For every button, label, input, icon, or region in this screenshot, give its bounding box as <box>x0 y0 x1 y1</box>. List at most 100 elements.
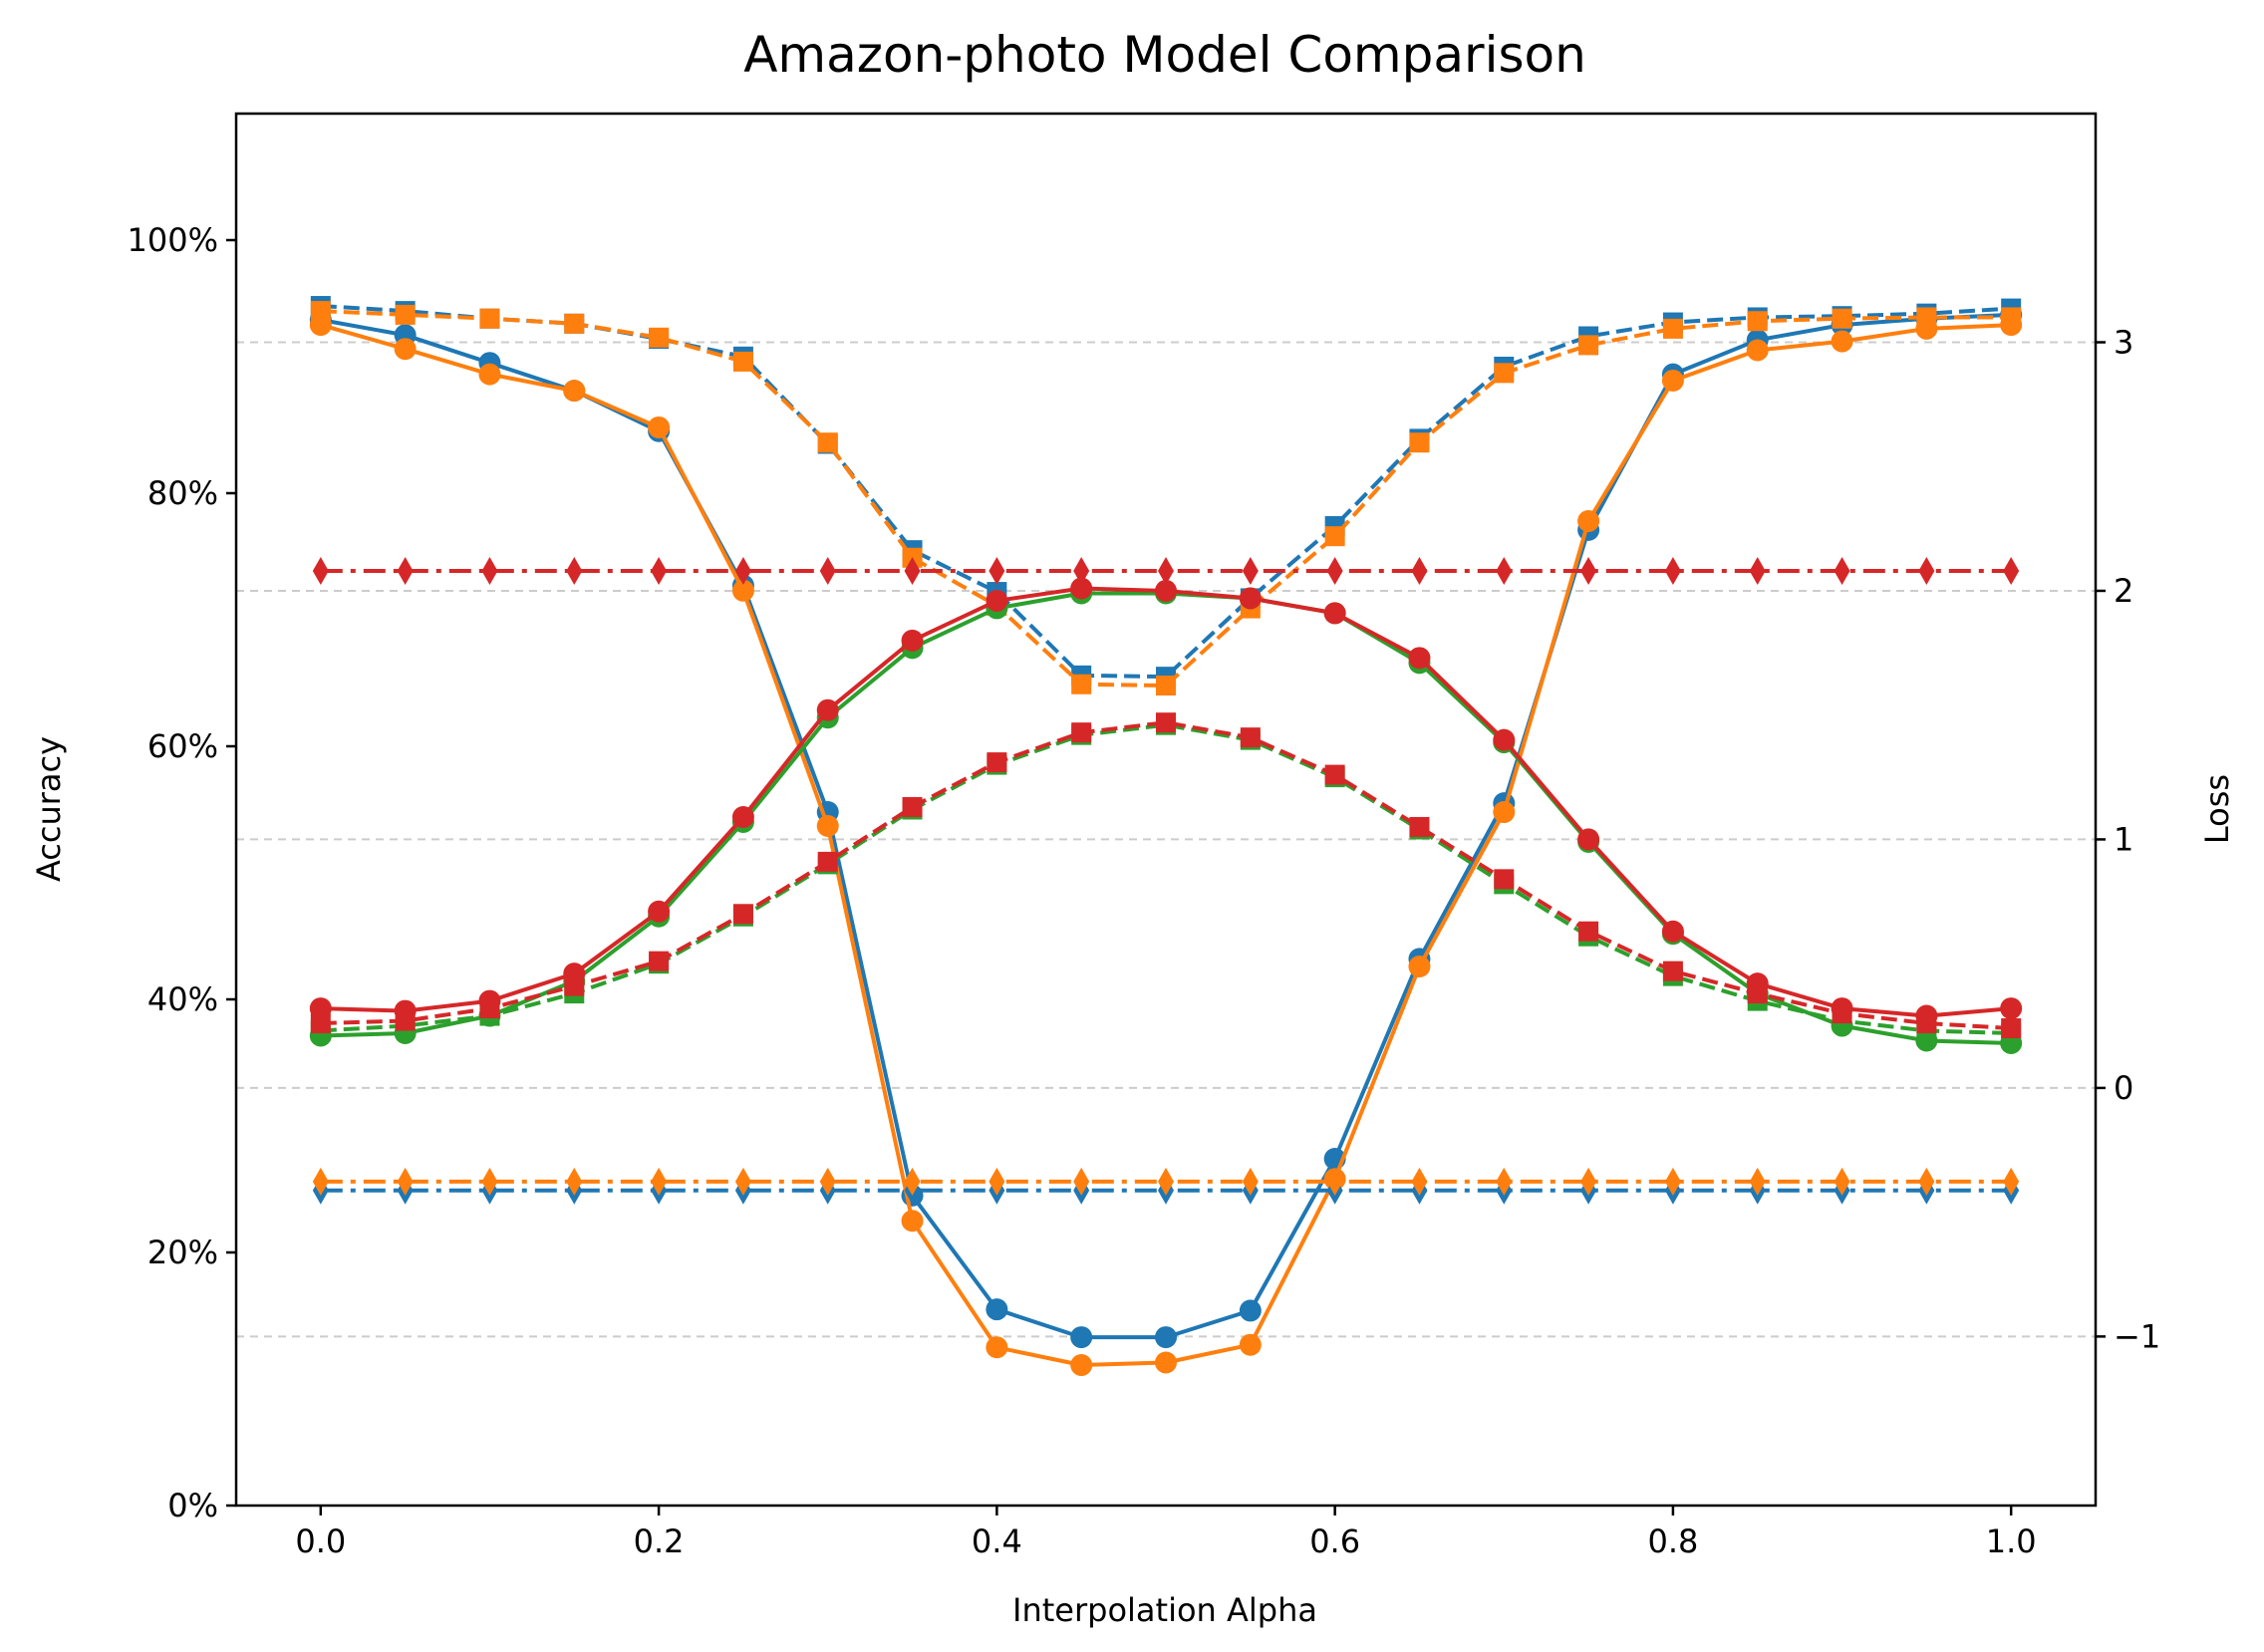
y-tick-label: 100% <box>128 221 218 259</box>
data-point <box>1070 577 1093 600</box>
data-point <box>1155 1326 1177 1349</box>
data-point <box>1918 557 1935 586</box>
data-point <box>1239 587 1262 610</box>
x-tick-label: 1.0 <box>1986 1522 2037 1560</box>
data-point <box>649 951 670 971</box>
series-line <box>320 304 2012 680</box>
data-point <box>902 797 923 818</box>
data-point <box>1156 676 1176 696</box>
data-point <box>1411 1167 1428 1196</box>
data-point <box>1493 728 1516 751</box>
data-point <box>986 1298 1008 1321</box>
data-point <box>1073 557 1090 586</box>
data-point <box>397 1167 414 1196</box>
series-7 <box>309 577 2023 1027</box>
data-point <box>1323 602 1346 625</box>
data-point <box>734 557 751 586</box>
data-point <box>2000 997 2023 1020</box>
data-point <box>563 380 586 403</box>
data-point <box>1155 579 1177 602</box>
chart-title: Amazon-photo Model Comparison <box>743 26 1586 84</box>
series-line <box>320 722 2012 1035</box>
data-point <box>817 432 838 453</box>
data-point <box>1661 369 1684 392</box>
y2-axis-label: Loss <box>2198 774 2236 844</box>
data-point <box>394 338 417 361</box>
data-point <box>1664 557 1681 586</box>
data-point <box>481 557 498 586</box>
data-point <box>817 851 838 872</box>
data-point <box>1918 1167 1935 1196</box>
y-axis-right: −1 0 1 2 3 <box>2096 324 2160 1355</box>
gridlines <box>236 341 2096 1338</box>
data-point <box>1409 816 1430 837</box>
y-tick-label: 0% <box>167 1487 218 1524</box>
data-point <box>989 557 1005 586</box>
data-point <box>1749 1167 1766 1196</box>
data-point <box>901 1210 924 1233</box>
data-point <box>479 998 500 1019</box>
series-1 <box>309 314 2023 1377</box>
data-point <box>819 557 836 586</box>
data-point <box>734 1167 751 1196</box>
data-point <box>816 698 839 721</box>
data-point <box>649 327 670 348</box>
x-axis: 0.0 0.2 0.4 0.6 0.8 1.0 <box>295 1506 2037 1560</box>
data-point <box>1494 363 1515 384</box>
data-point <box>987 752 1007 773</box>
data-point <box>2001 307 2022 328</box>
data-point <box>1580 1167 1597 1196</box>
data-point <box>1747 311 1768 332</box>
data-point <box>648 900 671 923</box>
data-point <box>310 1013 331 1034</box>
data-point <box>478 363 501 386</box>
data-point <box>1156 712 1176 733</box>
data-point <box>1496 557 1513 586</box>
axes-frame <box>234 112 2098 1508</box>
data-point <box>1158 1167 1174 1196</box>
data-point <box>1747 983 1768 1004</box>
y-tick-label: 20% <box>147 1234 218 1271</box>
data-point <box>1834 1167 1850 1196</box>
data-point <box>1155 1351 1177 1374</box>
data-point <box>731 805 754 828</box>
data-point <box>1239 1299 1262 1322</box>
data-point <box>1661 920 1684 943</box>
x-tick-label: 0.4 <box>972 1522 1022 1560</box>
x-tick-label: 0.6 <box>1309 1522 1360 1560</box>
series-3 <box>310 301 2022 696</box>
data-point <box>1662 318 1683 339</box>
data-point <box>1070 1354 1093 1377</box>
data-point <box>1073 1167 1090 1196</box>
data-point <box>312 1167 329 1196</box>
data-point <box>1242 557 1259 586</box>
series-line <box>320 720 2012 1030</box>
data-point <box>816 815 839 838</box>
series-line <box>320 586 2012 1018</box>
data-point <box>1749 557 1766 586</box>
plot-area <box>309 296 2023 1377</box>
y2-tick-label: 0 <box>2114 1069 2133 1107</box>
data-point <box>566 557 583 586</box>
data-point <box>566 1167 583 1196</box>
y2-tick-label: 1 <box>2114 820 2133 858</box>
data-point <box>1239 1333 1262 1356</box>
y-axis-left: 0% 20% 40% 60% 80% 100% <box>128 221 236 1524</box>
data-point <box>904 1167 921 1196</box>
data-point <box>1493 801 1516 824</box>
data-point <box>1496 1167 1513 1196</box>
x-axis-label: Interpolation Alpha <box>1012 1591 1317 1629</box>
data-point <box>564 975 585 996</box>
data-point <box>1578 921 1599 942</box>
data-point <box>312 557 329 586</box>
data-point <box>731 579 754 602</box>
data-point <box>564 313 585 334</box>
data-point <box>1408 647 1431 670</box>
data-point <box>1746 339 1769 362</box>
x-tick-label: 0.2 <box>634 1522 685 1560</box>
data-point <box>1408 955 1431 977</box>
data-point <box>1326 557 1343 586</box>
series-9 <box>310 712 2022 1039</box>
data-point <box>1326 1167 1343 1196</box>
data-point <box>1411 557 1428 586</box>
